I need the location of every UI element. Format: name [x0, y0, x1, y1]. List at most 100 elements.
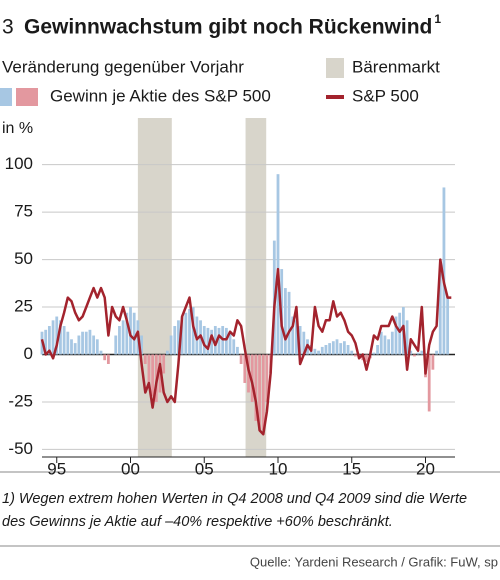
y-tick-label: -25 — [8, 391, 33, 410]
bar — [243, 354, 247, 383]
bar — [365, 354, 368, 363]
bar — [206, 327, 210, 355]
bar — [210, 329, 214, 355]
legend-swatch — [326, 58, 344, 78]
bar — [84, 331, 88, 355]
bar — [202, 326, 206, 355]
bar — [394, 316, 398, 355]
bar — [283, 288, 287, 355]
bar — [147, 354, 151, 383]
bar — [350, 350, 354, 355]
bar — [354, 354, 357, 357]
bar — [151, 354, 155, 397]
figure-number: 3 — [2, 16, 14, 39]
bar — [55, 316, 59, 355]
bar — [261, 354, 265, 431]
y-unit: in % — [2, 120, 33, 137]
y-tick-label: 25 — [14, 297, 33, 316]
y-tick-label: 0 — [24, 344, 33, 363]
x-tick-label: 15 — [342, 459, 361, 478]
bar — [213, 326, 217, 355]
bar — [313, 348, 317, 355]
bar — [73, 343, 77, 355]
bar — [44, 329, 48, 355]
bar — [328, 343, 332, 355]
bar — [77, 335, 81, 355]
bar — [125, 312, 129, 355]
bar — [162, 354, 166, 374]
bar — [342, 341, 346, 355]
bar — [431, 354, 435, 370]
bar — [446, 297, 450, 355]
subtitle: Veränderung gegenüber Vorjahr — [2, 57, 244, 76]
bar — [435, 350, 438, 355]
bar — [331, 341, 335, 355]
bar — [106, 354, 110, 364]
y-tick-label: 50 — [14, 249, 33, 268]
bar — [95, 339, 99, 355]
bar — [416, 352, 420, 355]
bar — [258, 354, 261, 431]
bar — [442, 187, 446, 355]
bar — [228, 331, 232, 355]
bar — [287, 291, 291, 355]
bar — [383, 335, 387, 355]
bar — [188, 308, 191, 355]
bar — [118, 326, 121, 355]
bar — [324, 345, 328, 355]
bear-market — [137, 118, 172, 457]
bar — [143, 354, 147, 364]
legend-label: Gewinn je Aktie des S&P 500 — [50, 86, 271, 105]
bar — [346, 345, 350, 355]
bar — [420, 350, 424, 355]
x-tick-label: 00 — [121, 459, 140, 478]
bar — [169, 335, 173, 355]
bar — [99, 350, 103, 355]
bar — [121, 320, 125, 355]
bar — [232, 339, 236, 355]
x-tick-label: 10 — [269, 459, 288, 478]
chart-title: Gewinnwachstum gibt noch Rückenwind — [24, 16, 432, 39]
bar — [387, 339, 391, 355]
bar — [62, 326, 66, 355]
bar — [250, 354, 254, 402]
bar — [317, 350, 320, 355]
bar — [177, 320, 180, 355]
line — [40, 258, 452, 436]
bear-market — [245, 118, 267, 457]
footnote: des Gewinns je Aktie auf –40% respektive… — [2, 514, 393, 530]
bar — [295, 320, 298, 355]
bar — [298, 326, 302, 355]
bar — [239, 354, 243, 364]
bar — [180, 316, 184, 355]
legend-label: Bärenmarkt — [352, 57, 440, 76]
y-tick-label: -50 — [8, 439, 33, 458]
bar — [265, 354, 269, 402]
bar — [291, 316, 295, 355]
x-tick-label: 05 — [195, 459, 214, 478]
bar — [184, 312, 188, 355]
bar — [379, 331, 383, 355]
bar — [92, 335, 96, 355]
bar — [140, 335, 143, 355]
legend-label: S&P 500 — [352, 86, 419, 105]
y-tick-label: 75 — [14, 202, 33, 221]
bar — [427, 354, 431, 412]
bar — [103, 354, 107, 361]
x-tick-label: 95 — [47, 459, 66, 478]
bar — [173, 326, 177, 355]
bar — [70, 339, 73, 355]
bar — [376, 345, 379, 355]
title-note-marker: 1 — [434, 12, 441, 26]
bar — [81, 331, 84, 355]
bar — [114, 335, 118, 355]
bar — [254, 354, 258, 421]
bar — [438, 269, 442, 355]
bar — [217, 327, 221, 355]
bar — [390, 331, 394, 355]
bar — [398, 312, 402, 355]
bar — [302, 331, 306, 355]
bar — [335, 339, 339, 355]
